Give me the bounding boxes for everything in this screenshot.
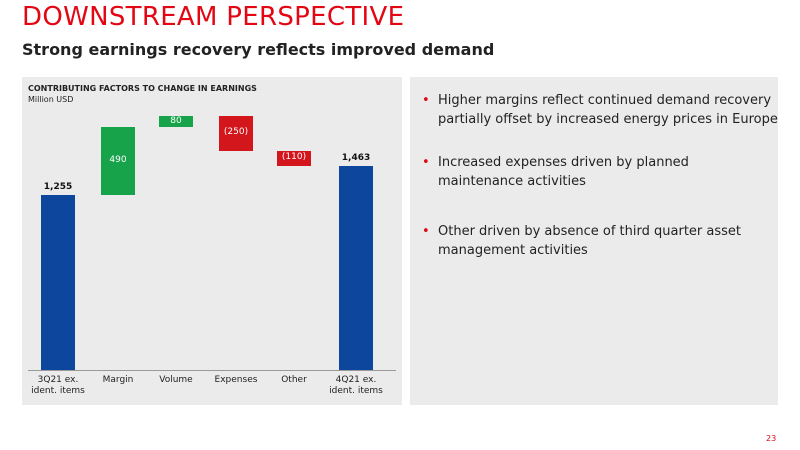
bar <box>159 116 193 128</box>
bar <box>219 116 253 151</box>
bullet-text: Other driven by absence of third quarter… <box>422 222 778 260</box>
chart-title: CONTRIBUTING FACTORS TO CHANGE IN EARNIN… <box>28 84 257 93</box>
baseline <box>28 370 396 371</box>
x-tick-label: Other <box>281 375 307 385</box>
bullet-text: Increased expenses driven by planned mai… <box>422 153 778 191</box>
value-label: 490 <box>109 155 127 166</box>
bar <box>277 150 311 167</box>
value-label: 1,463 <box>341 153 371 164</box>
value-label: (250) <box>223 127 249 138</box>
chart-panel: CONTRIBUTING FACTORS TO CHANGE IN EARNIN… <box>22 77 402 405</box>
slide-title: DOWNSTREAM PERSPECTIVE <box>22 2 405 32</box>
value-label: 1,255 <box>43 182 73 193</box>
bullet-text: Higher margins reflect continued demand … <box>422 91 778 129</box>
x-tick-label: 4Q21 ex. ident. items <box>329 375 383 396</box>
chart-subtitle: Million USD <box>28 95 74 104</box>
value-label: 80 <box>170 115 182 126</box>
x-tick-label: Volume <box>159 375 193 385</box>
text-panel: Higher margins reflect continued demand … <box>410 77 778 405</box>
slide-subtitle: Strong earnings recovery reflects improv… <box>22 40 495 59</box>
x-tick-label: Expenses <box>214 375 258 385</box>
bar <box>101 127 135 196</box>
bar <box>41 195 75 370</box>
page-number: 23 <box>766 434 777 443</box>
x-tick-label: 3Q21 ex. ident. items <box>31 375 85 396</box>
x-tick-label: Margin <box>102 375 134 385</box>
bar <box>339 166 373 370</box>
value-label: (110) <box>281 152 307 163</box>
